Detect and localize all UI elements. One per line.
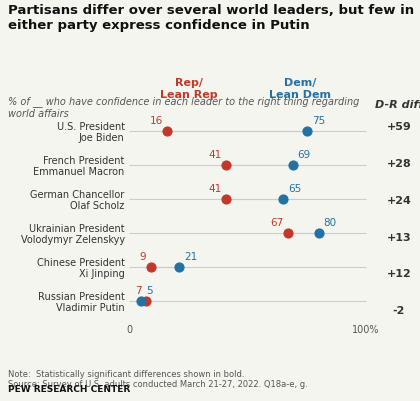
Text: 7: 7 (135, 286, 141, 296)
Text: 21: 21 (184, 252, 197, 261)
Point (147, 265, 154, 271)
Text: +12: +12 (386, 269, 411, 279)
Point (289, 163, 296, 169)
Point (285, 231, 291, 237)
Point (176, 265, 183, 271)
Text: 100%: 100% (352, 324, 380, 334)
Text: Note:  Statistically significant differences shown in bold.
Source: Survey of U.: Note: Statistically significant differen… (8, 369, 308, 388)
Text: 41: 41 (208, 184, 222, 194)
Text: PEW RESEARCH CENTER: PEW RESEARCH CENTER (8, 384, 131, 393)
Text: Chinese President
Xi Jinping: Chinese President Xi Jinping (37, 257, 125, 279)
Text: 9: 9 (139, 252, 146, 261)
Text: U.S. President
Joe Biden: U.S. President Joe Biden (57, 121, 125, 143)
Text: Rep/
Lean Rep: Rep/ Lean Rep (160, 78, 218, 100)
Text: 0: 0 (126, 324, 132, 334)
Text: German Chancellor
Olaf Scholz: German Chancellor Olaf Scholz (31, 189, 125, 211)
Text: 16: 16 (150, 116, 163, 126)
Point (223, 163, 230, 169)
Text: 80: 80 (323, 218, 337, 228)
Point (304, 129, 310, 135)
Text: Partisans differ over several world leaders, but few in
either party express con: Partisans differ over several world lead… (8, 4, 415, 32)
Text: 75: 75 (312, 116, 325, 126)
Text: -2: -2 (393, 306, 405, 316)
Text: 67: 67 (270, 218, 284, 228)
Text: +13: +13 (386, 232, 411, 242)
Text: Russian President
Vladimir Putin: Russian President Vladimir Putin (38, 291, 125, 312)
Text: Dem/
Lean Dem: Dem/ Lean Dem (269, 78, 331, 100)
Text: Ukrainian President
Volodymyr Zelenskyy: Ukrainian President Volodymyr Zelenskyy (21, 223, 125, 245)
Point (138, 298, 144, 305)
Text: D-R diff: D-R diff (375, 100, 420, 110)
Text: 41: 41 (208, 150, 222, 160)
Point (164, 129, 171, 135)
Text: 69: 69 (297, 150, 311, 160)
Text: +59: +59 (386, 122, 411, 132)
Text: 65: 65 (288, 184, 301, 194)
Point (223, 196, 230, 203)
Text: +28: +28 (386, 158, 411, 168)
Point (315, 231, 322, 237)
Text: % of __ who have confidence in each leader to the right thing regarding
world af: % of __ who have confidence in each lead… (8, 96, 360, 119)
Text: French President
Emmanuel Macron: French President Emmanuel Macron (34, 155, 125, 177)
Text: +24: +24 (386, 195, 411, 205)
Point (143, 298, 150, 305)
Text: 5: 5 (146, 286, 152, 296)
Point (280, 196, 287, 203)
